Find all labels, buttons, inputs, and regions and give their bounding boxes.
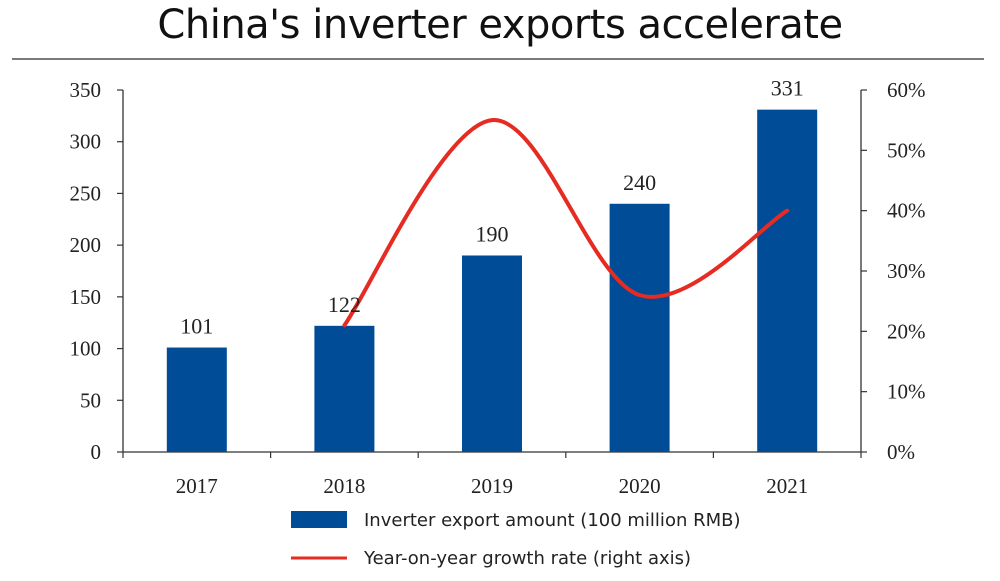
right-axis-tick-label: 10% [887,380,926,404]
x-axis-tick-label: 2018 [323,474,365,498]
x-axis-tick-label: 2017 [176,474,218,498]
bar-series [166,109,818,452]
left-axis-tick-label: 50 [80,388,101,412]
right-axis-tick-label: 20% [887,319,926,343]
bar [314,325,375,452]
data-labels: 101 122 190 240 331 [180,76,803,339]
right-axis-tick-label: 0% [887,440,915,464]
left-axis-tick-label: 0 [91,440,102,464]
left-axis-tick-label: 300 [70,130,102,154]
bar-data-label: 331 [771,76,804,101]
x-axis-tick-label: 2021 [766,474,808,498]
bar-data-label: 240 [623,170,656,195]
bar-data-label: 122 [328,292,361,317]
growth-line [342,118,790,328]
right-axis-tick-label: 40% [887,199,926,223]
bar [757,109,818,452]
legend-bar-label: Inverter export amount (100 million RMB) [364,510,741,531]
left-axis-tick-label: 100 [70,337,102,361]
x-axis-tick-label: 2019 [471,474,513,498]
left-axis-tick-label: 150 [70,285,102,309]
bar [462,255,522,452]
axes: 0 50 100 150 200 250 300 350 0% 10% 20% 30% 40% 50% 60… [70,78,926,498]
bar [609,203,670,452]
left-axis-tick-label: 250 [70,181,102,205]
x-axis-tick-label: 2020 [619,474,661,498]
right-axis-tick-label: 30% [887,259,926,283]
bar-data-label: 190 [476,221,509,246]
legend-line-label: Year-on-year growth rate (right axis) [363,548,691,569]
right-axis-tick-label: 50% [887,138,926,162]
title-divider [12,58,984,60]
chart-title: China's inverter exports accelerate [157,2,843,48]
bar-data-label: 101 [180,314,213,339]
left-axis-tick-label: 350 [70,78,102,102]
legend: Inverter export amount (100 million RMB)… [291,510,741,569]
right-axis-tick-label: 60% [887,78,926,102]
legend-bar-swatch [291,511,347,528]
bar [166,347,227,452]
left-axis-tick-label: 200 [70,233,102,257]
line-series [342,118,790,328]
